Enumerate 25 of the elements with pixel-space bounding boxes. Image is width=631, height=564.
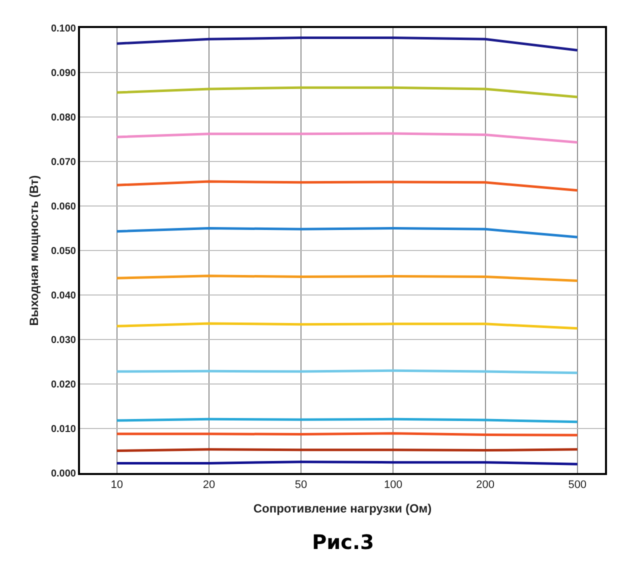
x-tick-label: 100	[384, 479, 402, 492]
y-tick-label: 0.030	[50, 335, 76, 346]
x-tick-label: 50	[294, 479, 308, 492]
x-tick-label: 10	[110, 479, 123, 492]
x-axis-title: Сопротивление нагрузки (Ом)	[253, 502, 432, 516]
y-tick-label: 0.070	[50, 157, 76, 168]
x-tick-label: 200	[476, 479, 494, 492]
line-series	[116, 86, 579, 98]
y-tick-label: 0.100	[50, 24, 76, 34]
line-series	[116, 36, 579, 52]
x-tick-label: 20	[202, 479, 216, 492]
y-tick-label: 0.040	[50, 290, 76, 302]
y-axis-title: Выходная мощность (Вт)	[26, 175, 41, 326]
line-series	[116, 132, 579, 144]
y-tick-label: 0.020	[50, 380, 76, 390]
y-tick-label: 0.010	[50, 424, 76, 435]
x-tick-label: 500	[568, 479, 587, 492]
y-tick-label: 0.050	[50, 246, 76, 257]
line-series	[116, 227, 579, 238]
y-tick-label: 0.000	[50, 468, 76, 480]
y-tick-label: 0.080	[50, 112, 76, 124]
y-tick-label: 0.090	[50, 68, 76, 79]
text: Рис.3	[312, 530, 374, 554]
line-series	[116, 180, 579, 192]
y-tick-label: 0.060	[50, 202, 76, 212]
